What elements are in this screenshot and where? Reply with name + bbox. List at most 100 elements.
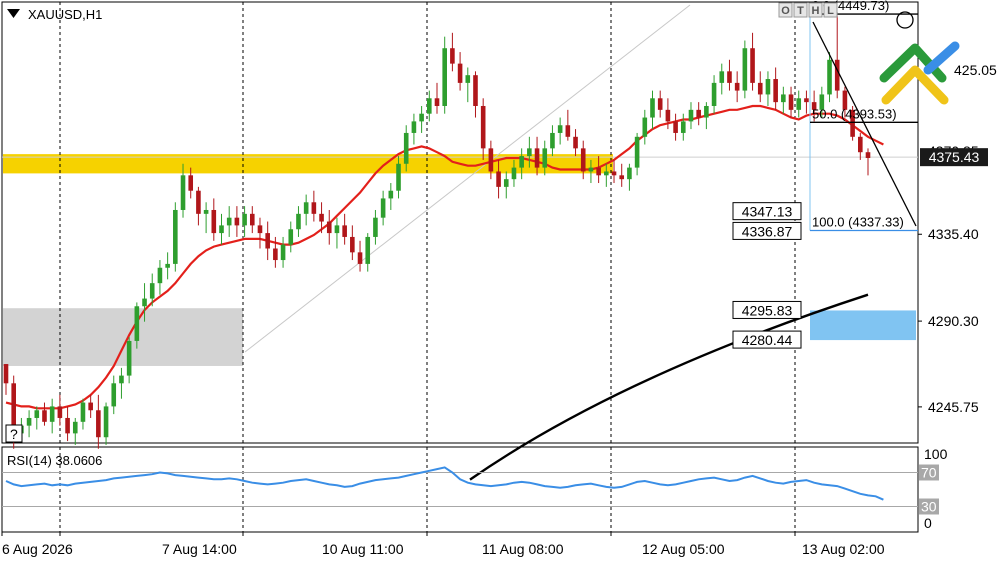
candle-body: [434, 98, 440, 106]
candle: [727, 59, 732, 91]
help-button-label: ?: [10, 426, 18, 442]
candle: [465, 67, 471, 103]
toolbar-button-t[interactable]: T: [793, 2, 808, 18]
candle: [319, 202, 324, 234]
candle: [88, 394, 93, 418]
price-label-text: 4295.83: [742, 302, 793, 318]
toolbar-button-box: [778, 2, 793, 18]
candle-body: [704, 105, 709, 118]
support-zone: [3, 308, 243, 366]
candle-body: [403, 132, 409, 164]
candle: [357, 240, 363, 272]
candle: [557, 117, 563, 145]
candle: [288, 221, 294, 253]
candle-body: [650, 98, 655, 118]
symbol-label: XAUUSD,H1: [28, 7, 102, 22]
candle-body: [427, 98, 432, 114]
candle-body: [634, 136, 640, 168]
candle: [781, 86, 786, 114]
candle: [434, 82, 440, 114]
candle: [72, 417, 78, 445]
candle: [827, 52, 832, 103]
candle: [380, 190, 386, 226]
candle: [819, 86, 825, 118]
toolbar-button-l[interactable]: L: [823, 2, 838, 18]
candle: [773, 67, 778, 110]
candle-body: [588, 167, 594, 172]
candle: [673, 113, 678, 141]
candle: [149, 273, 155, 307]
candle: [457, 52, 463, 91]
fibonacci-trendline: [812, 21, 917, 227]
candle-body: [696, 109, 701, 118]
candle-body: [750, 48, 755, 83]
candle: [588, 159, 594, 184]
candle: [96, 394, 101, 449]
rsi-axis-label: 70: [921, 465, 937, 481]
candle: [180, 163, 186, 218]
candle-body: [249, 213, 255, 226]
candle-body: [126, 340, 132, 376]
candle: [249, 206, 255, 234]
candle: [273, 236, 278, 268]
candle: [634, 132, 640, 176]
candle-body: [134, 306, 140, 341]
candle: [488, 140, 494, 180]
candle: [696, 102, 701, 126]
current-price-tag: [920, 148, 988, 167]
candle-body: [196, 190, 201, 214]
candle: [865, 148, 871, 176]
candle: [226, 206, 232, 237]
candle-body: [380, 198, 386, 218]
help-button[interactable]: ?: [5, 424, 23, 443]
candle-body: [257, 225, 263, 234]
candle-body: [350, 236, 355, 253]
candle-body: [604, 171, 609, 176]
candle-body: [788, 94, 794, 110]
toolbar-button-o[interactable]: O: [778, 2, 793, 18]
candle-body: [642, 117, 648, 137]
candle: [688, 102, 694, 130]
candle: [373, 209, 378, 245]
x-axis-tick-label: 13 Aug 02:00: [802, 541, 885, 557]
candle: [350, 225, 355, 261]
candle: [257, 217, 263, 249]
price-label-box: [732, 300, 802, 319]
candle: [188, 167, 194, 199]
candle: [834, 15, 840, 99]
candle: [842, 86, 848, 118]
candle: [342, 213, 347, 245]
rsi-indicator-label: RSI(14) 38.0606: [7, 453, 102, 468]
candle: [334, 217, 340, 249]
toolbar-button-box: [823, 2, 838, 18]
candle-body: [450, 48, 455, 64]
price-label: 4336.87: [732, 221, 802, 240]
candle-body: [72, 421, 78, 434]
candle-body: [157, 267, 163, 284]
candle-body: [442, 48, 447, 106]
candle: [650, 90, 655, 130]
price-label: 4295.83: [732, 300, 802, 319]
toolbar-button-h[interactable]: H: [808, 2, 823, 18]
candle: [503, 171, 509, 199]
candle: [627, 163, 632, 191]
candle-body: [365, 236, 371, 264]
candle: [611, 159, 617, 184]
candle: [811, 90, 817, 122]
candle-body: [742, 48, 748, 91]
candle-body: [711, 82, 717, 106]
candle-body: [311, 202, 317, 214]
candle-body: [834, 59, 840, 91]
toolbar-button-label: T: [797, 5, 804, 17]
resistance-zone: [3, 154, 613, 174]
candle-body: [234, 217, 240, 226]
candle-body: [842, 90, 848, 110]
candle-body: [542, 148, 548, 168]
candle-body: [42, 410, 47, 422]
candle-body: [573, 136, 578, 149]
y-axis-tick-label: 4335.40: [928, 226, 979, 242]
candle: [242, 206, 247, 237]
price-label-box: [732, 202, 802, 221]
rsi-axis-label: 30: [921, 499, 937, 515]
